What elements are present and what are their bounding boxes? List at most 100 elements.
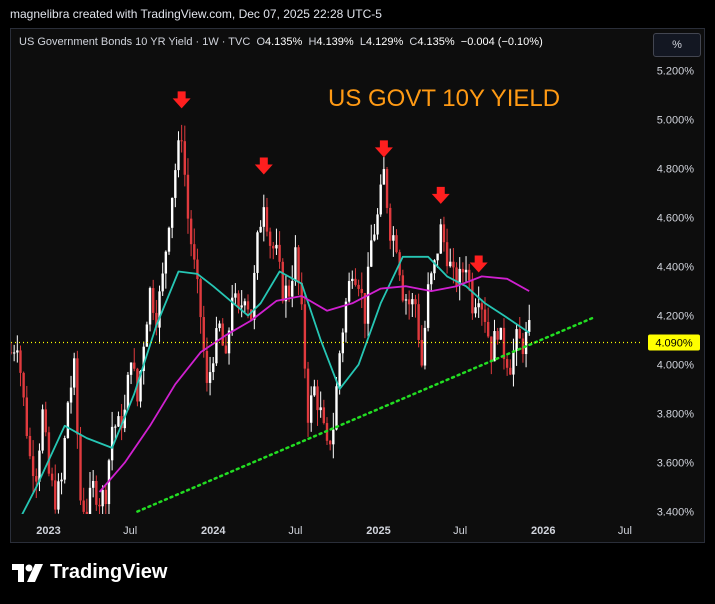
candles — [11, 124, 531, 514]
candle-body — [272, 245, 275, 249]
ma-slow-line — [98, 275, 530, 493]
candle-body — [16, 350, 19, 353]
candle-body — [202, 317, 205, 351]
candle-body — [505, 359, 509, 368]
candle-body — [512, 350, 515, 375]
candle-body — [25, 397, 28, 436]
candle-body — [284, 285, 288, 302]
y-axis: 3.400% 3.600% 3.800% 4.000% 4.200% 4.400% 4.60… — [657, 66, 695, 519]
x-tick-label: Jul — [123, 525, 137, 537]
candle-body — [183, 141, 186, 175]
candle-body — [98, 504, 101, 507]
candle-body — [28, 435, 32, 457]
candle-body — [44, 409, 47, 433]
candle-body — [452, 261, 455, 268]
candle-body — [35, 476, 38, 482]
candle-body — [12, 352, 16, 354]
candle-body — [265, 207, 269, 232]
candle-body — [221, 323, 224, 346]
candle-body — [401, 275, 405, 301]
candle-body — [205, 350, 209, 383]
candle-body — [445, 242, 449, 267]
candle-body — [11, 352, 13, 354]
candle-body — [170, 197, 174, 228]
candle-body — [461, 268, 465, 273]
candle-body — [22, 372, 25, 398]
candle-body — [373, 234, 376, 241]
candle-body — [177, 140, 180, 171]
candle-body — [243, 301, 247, 306]
candle-body — [493, 331, 496, 362]
candle-body — [145, 324, 149, 347]
open-label: O — [256, 36, 265, 48]
candle-body — [354, 278, 357, 285]
candle-body — [477, 303, 480, 308]
x-tick-label: Jul — [288, 525, 302, 537]
candle-body — [88, 487, 92, 514]
change-value: −0.004 (−0.10%) — [460, 36, 543, 48]
ma-fast-line — [21, 255, 530, 514]
ohlc-legend: US Government Bonds 10 YR Yield · 1W · T… — [19, 36, 543, 48]
candle-body — [389, 207, 392, 241]
candle-body — [249, 309, 253, 320]
candle-body — [376, 214, 379, 235]
candle-body — [66, 402, 70, 438]
candle-body — [442, 224, 446, 243]
candle-body — [148, 288, 152, 325]
candle-body — [231, 297, 234, 331]
candle-body — [41, 409, 44, 451]
candle-body — [101, 489, 104, 507]
candle-body — [319, 407, 322, 411]
x-axis: 2023 Jul 2024 Jul 2025 Jul 2026 Jul — [36, 525, 632, 537]
candle-body — [291, 281, 294, 297]
y-tick-label: 4.400% — [657, 262, 695, 274]
candle-body — [351, 278, 354, 282]
y-tick-label: 4.600% — [657, 213, 695, 225]
candle-body — [395, 235, 398, 253]
candle-body — [518, 329, 521, 339]
x-tick-label: 2025 — [366, 525, 390, 537]
candle-body — [490, 336, 493, 362]
support-trendline — [136, 316, 594, 513]
candle-body — [158, 291, 161, 328]
candle-body — [524, 331, 528, 355]
candle-body — [370, 240, 373, 267]
candle-body — [414, 299, 417, 305]
candle-body — [82, 500, 85, 512]
candle-body — [433, 260, 436, 274]
candle-body — [256, 232, 259, 273]
candle-body — [468, 269, 471, 281]
candle-body — [486, 321, 490, 337]
candle-body — [335, 386, 338, 430]
candle-body — [268, 231, 272, 246]
candle-body — [303, 304, 307, 369]
candle-body — [139, 370, 142, 402]
candle-body — [474, 307, 477, 314]
candle-body — [287, 285, 291, 297]
candle-body — [392, 235, 395, 241]
candle-body — [50, 473, 54, 481]
candle-body — [189, 218, 193, 245]
percent-scale-button[interactable]: % — [653, 33, 701, 57]
instrument-label: US Government Bonds 10 YR Yield · 1W · T… — [19, 36, 251, 48]
low-value: 4.129% — [365, 36, 404, 48]
candle-body — [313, 386, 316, 396]
y-tick-label: 3.600% — [657, 458, 695, 470]
y-tick-label: 3.800% — [657, 409, 695, 421]
y-tick-label: 4.200% — [657, 311, 695, 323]
candle-body — [57, 481, 60, 510]
candle-body — [174, 170, 177, 198]
y-tick-label: 5.200% — [657, 66, 695, 78]
candle-body — [212, 363, 215, 373]
candle-body — [54, 480, 57, 510]
candle-body — [515, 329, 518, 351]
candle-body — [404, 299, 408, 301]
candle-body — [278, 244, 281, 262]
price-tag-label: 4.090% — [655, 338, 693, 350]
peak-arrow-icon — [374, 140, 393, 158]
candle-body — [215, 328, 218, 364]
close-value: 4.135% — [417, 36, 455, 48]
candle-body — [338, 353, 341, 387]
candle-body — [458, 268, 461, 286]
